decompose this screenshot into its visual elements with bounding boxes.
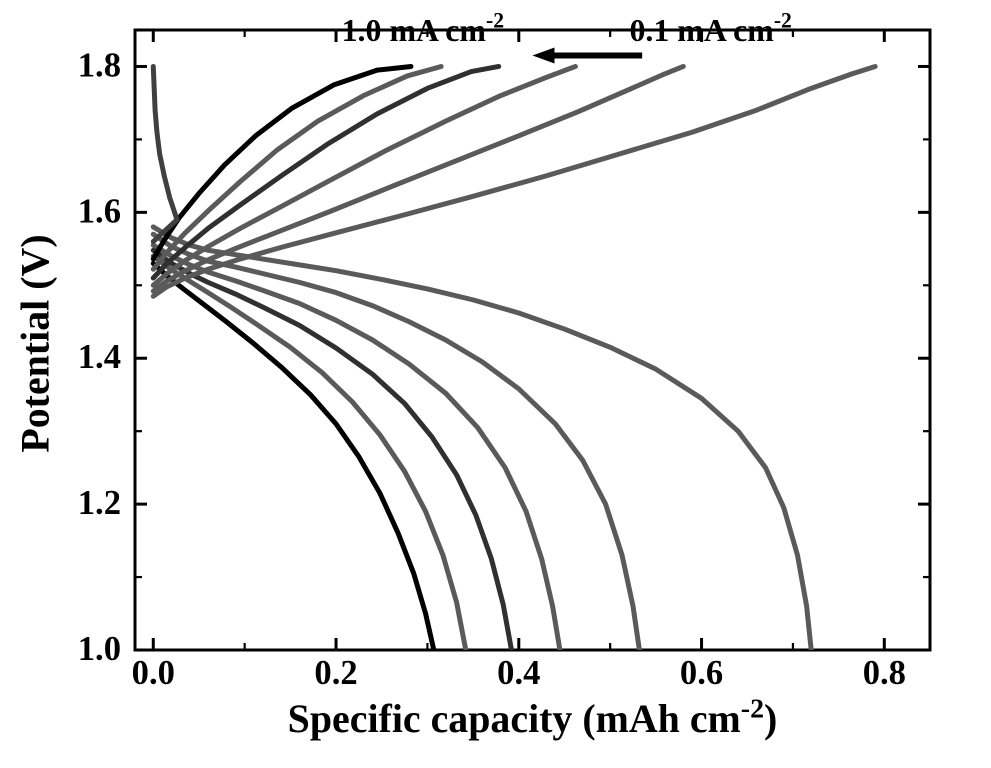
series-group xyxy=(153,66,875,650)
x-tick-label: 0.8 xyxy=(863,654,906,692)
x-tick-label: 0.4 xyxy=(497,654,540,692)
x-tick-label: 0.6 xyxy=(680,654,723,692)
y-tick-label: 1.0 xyxy=(78,630,121,668)
series-0.2-charge xyxy=(153,66,683,291)
series-0.1-charge xyxy=(153,66,875,296)
x-tick-label: 0.0 xyxy=(132,654,175,692)
x-tick-label: 0.2 xyxy=(314,654,357,692)
annotation-arrow-head xyxy=(533,48,555,64)
annotation-left-label: 1.0 mA cm-2 xyxy=(342,9,504,48)
x-axis-title-text: Specific capacity (mAh cm-2) xyxy=(288,696,778,741)
y-tick-label: 1.8 xyxy=(78,46,121,84)
series-0.2-discharge xyxy=(153,234,639,650)
series-left-wall xyxy=(153,66,177,241)
figure: { "figure": { "width_px": 991, "height_p… xyxy=(0,0,991,768)
series-0.6-discharge xyxy=(153,250,511,650)
y-tick-label: 1.2 xyxy=(78,484,121,522)
annotation-right-label: 0.1 mA cm-2 xyxy=(629,9,791,48)
x-axis-title: Specific capacity (mAh cm-2) xyxy=(135,694,930,742)
y-axis-title: Potential (V) xyxy=(12,144,59,544)
y-axis-title-text: Potential (V) xyxy=(13,234,58,452)
chart-svg: 0.0 0.2 0.4 0.6 0.8 1.0 1.2 1.4 1.6 1.8 1.0 mA cm-… xyxy=(0,0,991,768)
y-tick-label: 1.4 xyxy=(78,338,121,376)
y-tick-label: 1.6 xyxy=(78,192,121,230)
